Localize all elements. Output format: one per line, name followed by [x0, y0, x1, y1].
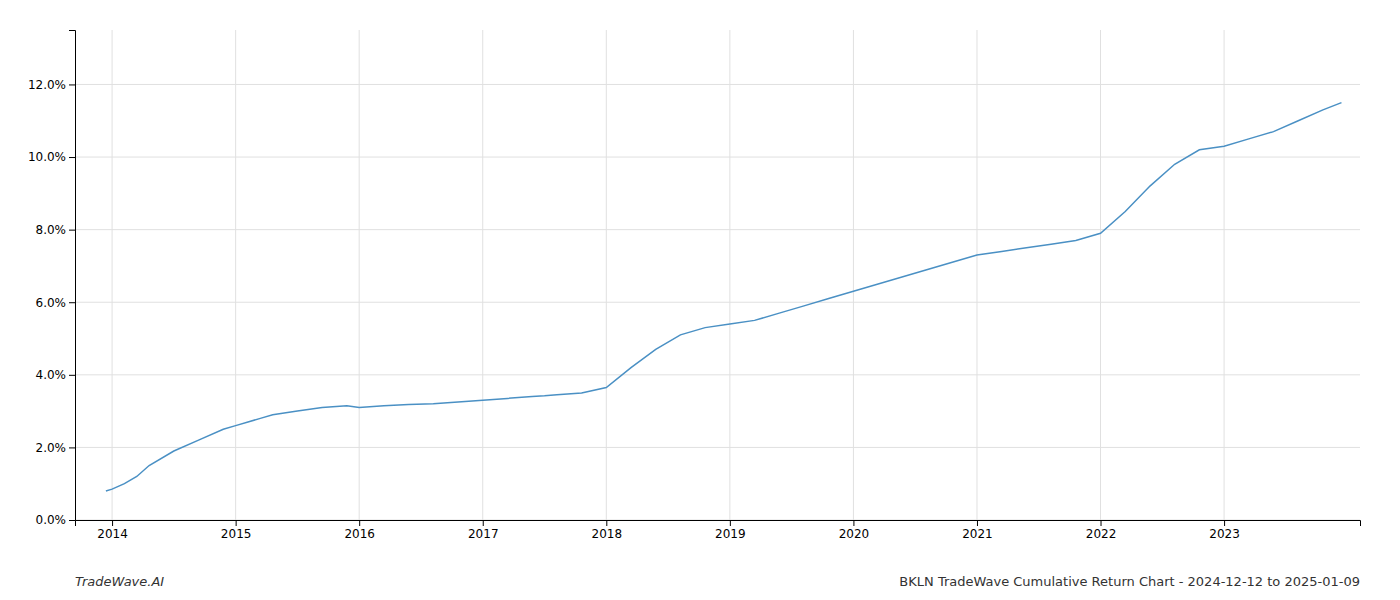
x-axis-line: [76, 521, 1361, 527]
grid-line: [729, 30, 730, 520]
x-tick-label: 2015: [221, 527, 252, 541]
y-tick-label: 0.0%: [36, 513, 67, 527]
y-axis-line: [69, 31, 76, 521]
grid-line: [359, 30, 360, 520]
line: [106, 103, 1342, 491]
grid-line: [606, 30, 607, 520]
x-tick: 2016: [344, 520, 375, 541]
y-tick-label: 8.0%: [36, 223, 67, 237]
x-tick-mark: [606, 520, 607, 526]
footer-left: TradeWave.AI: [75, 574, 164, 589]
y-tick-label: 2.0%: [36, 441, 67, 455]
y-tick: 0.0%: [36, 513, 76, 527]
x-tick-label: 2014: [97, 527, 128, 541]
x-axis: 2014 2015 2016 2017 2018 2019 2020 2021 2022 2023: [76, 520, 1361, 541]
y-tick: 6.0%: [36, 296, 76, 310]
grid-line: [75, 229, 1360, 230]
x-tick-mark: [112, 520, 113, 526]
y-tick: 12.0%: [28, 78, 75, 92]
y-tick: 8.0%: [36, 223, 76, 237]
x-tick: 2021: [962, 520, 993, 541]
grid-line: [976, 30, 977, 520]
x-tick: 2020: [839, 520, 870, 541]
grid-line: [235, 30, 236, 520]
x-tick: 2014: [97, 520, 128, 541]
grid-line: [1224, 30, 1225, 520]
y-tick-mark: [69, 84, 75, 85]
y-tick-label: 12.0%: [28, 78, 66, 92]
grid-line: [75, 447, 1360, 448]
x-tick-mark: [359, 520, 360, 526]
x-tick-mark: [1224, 520, 1225, 526]
y-tick-label: 10.0%: [28, 150, 66, 164]
y-tick-mark: [69, 230, 75, 231]
y-tick-label: 4.0%: [36, 368, 67, 382]
x-tick: 2019: [715, 520, 746, 541]
x-tick: 2017: [468, 520, 499, 541]
grid-line: [1100, 30, 1101, 520]
grid-line: [482, 30, 483, 520]
x-tick-mark: [236, 520, 237, 526]
x-tick-label: 2019: [715, 527, 746, 541]
y-tick: 4.0%: [36, 368, 76, 382]
footer-right: BKLN TradeWave Cumulative Return Chart -…: [899, 574, 1360, 589]
x-tick-mark: [730, 520, 731, 526]
plot-area: 2014 2015 2016 2017 2018 2019 2020 2021 2022 2023…: [28, 30, 1361, 541]
x-tick-label: 2022: [1086, 527, 1117, 541]
x-tick-label: 2023: [1209, 527, 1240, 541]
grid: [75, 30, 1360, 520]
x-tick-mark: [977, 520, 978, 526]
y-tick-label: 6.0%: [36, 296, 67, 310]
grid-line: [75, 157, 1360, 158]
grid-line: [112, 30, 113, 520]
grid-line: [75, 374, 1360, 375]
x-tick: 2015: [221, 520, 252, 541]
x-tick: 2022: [1086, 520, 1117, 541]
x-tick: 2023: [1209, 520, 1240, 541]
x-tick-label: 2016: [344, 527, 375, 541]
y-tick: 10.0%: [28, 150, 75, 164]
chart: 2014 2015 2016 2017 2018 2019 2020 2021 2022 2023…: [0, 0, 1400, 600]
y-tick-mark: [69, 302, 75, 303]
x-tick-label: 2017: [468, 527, 499, 541]
grid-line: [75, 302, 1360, 303]
y-tick: 2.0%: [36, 441, 76, 455]
x-tick: 2018: [592, 520, 623, 541]
y-tick-mark: [69, 375, 75, 376]
x-tick-label: 2020: [839, 527, 870, 541]
x-tick-label: 2018: [592, 527, 623, 541]
x-tick-label: 2021: [962, 527, 993, 541]
x-tick-mark: [853, 520, 854, 526]
y-axis: 0.0% 2.0% 4.0% 6.0% 8.0% 10.0% 12.0%: [28, 31, 76, 528]
y-tick-mark: [69, 157, 75, 158]
y-tick-mark: [69, 447, 75, 448]
grid-line: [853, 30, 854, 520]
marks: [106, 103, 1342, 491]
x-tick-mark: [1101, 520, 1102, 526]
x-tick-mark: [483, 520, 484, 526]
grid-line: [75, 84, 1360, 85]
y-tick-mark: [69, 520, 75, 521]
